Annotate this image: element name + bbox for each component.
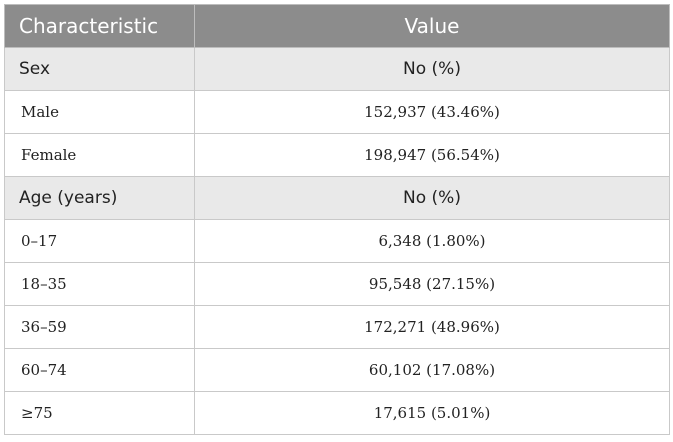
row-value: 17,615 (5.01%)	[194, 391, 670, 435]
table-row: ≥75 17,615 (5.01%)	[4, 391, 670, 435]
section-label: Sex	[4, 47, 195, 91]
section-value-header: No (%)	[194, 176, 670, 220]
table-row: 36–59 172,271 (48.96%)	[4, 305, 670, 349]
row-label: Male	[4, 90, 195, 134]
table-row: Male 152,937 (43.46%)	[4, 90, 670, 134]
section-row-sex: Sex No (%)	[4, 47, 670, 91]
row-value: 60,102 (17.08%)	[194, 348, 670, 392]
header-value: Value	[194, 4, 670, 48]
row-value: 152,937 (43.46%)	[194, 90, 670, 134]
row-label: 18–35	[4, 262, 195, 306]
header-characteristic: Characteristic	[4, 4, 195, 48]
table-row: 0–17 6,348 (1.80%)	[4, 219, 670, 263]
row-label: 36–59	[4, 305, 195, 349]
section-value-header: No (%)	[194, 47, 670, 91]
demographics-table: Characteristic Value Sex No (%) Male 152…	[4, 4, 670, 435]
table-header-row: Characteristic Value	[4, 4, 670, 48]
section-label: Age (years)	[4, 176, 195, 220]
section-row-age: Age (years) No (%)	[4, 176, 670, 220]
row-value: 172,271 (48.96%)	[194, 305, 670, 349]
row-value: 198,947 (56.54%)	[194, 133, 670, 177]
row-value: 95,548 (27.15%)	[194, 262, 670, 306]
row-label: Female	[4, 133, 195, 177]
table-row: 60–74 60,102 (17.08%)	[4, 348, 670, 392]
table-row: 18–35 95,548 (27.15%)	[4, 262, 670, 306]
row-label: 0–17	[4, 219, 195, 263]
row-value: 6,348 (1.80%)	[194, 219, 670, 263]
row-label: ≥75	[4, 391, 195, 435]
table-row: Female 198,947 (56.54%)	[4, 133, 670, 177]
row-label: 60–74	[4, 348, 195, 392]
